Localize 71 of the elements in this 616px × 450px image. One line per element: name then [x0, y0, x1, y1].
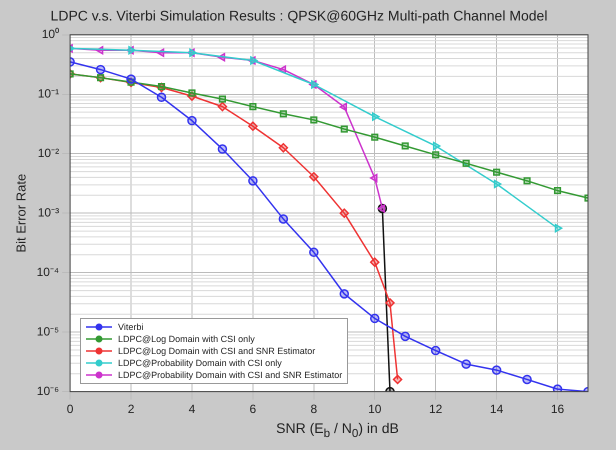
- point: [310, 116, 318, 124]
- x-tick-label: 14: [490, 402, 504, 416]
- point: [370, 174, 378, 182]
- point: [187, 116, 197, 126]
- y-tick-label: 10⁻⁵: [36, 324, 60, 338]
- legend-label: LDPC@Log Domain with CSI and SNR Estimator: [118, 346, 316, 356]
- point: [250, 56, 258, 65]
- y-tick-label: 10⁻¹: [38, 86, 60, 101]
- point: [249, 103, 256, 110]
- point: [128, 46, 136, 54]
- point: [554, 187, 562, 194]
- legend-label: Viterbi: [118, 322, 144, 332]
- point: [311, 80, 319, 89]
- point: [494, 180, 502, 188]
- legend-label: LDPC@Probability Domain with CSI and SNR Estimator: [118, 370, 342, 380]
- point: [340, 289, 350, 299]
- point: [370, 314, 380, 324]
- point: [218, 102, 228, 112]
- point: [96, 64, 106, 74]
- point: [309, 248, 319, 258]
- point: [156, 92, 166, 102]
- point: [432, 142, 440, 150]
- x-tick-label: 8: [310, 402, 318, 416]
- point: [552, 384, 562, 392]
- point: [218, 144, 228, 154]
- legend-label: LDPC@Probability Domain with CSI only: [118, 358, 282, 368]
- y-tick-label: 10⁻⁶: [36, 384, 60, 398]
- point: [188, 89, 196, 97]
- point: [430, 346, 440, 356]
- point: [392, 374, 402, 384]
- y-axis-title: Bit Error Rate: [13, 174, 28, 253]
- y-tick-label: 10⁻³: [38, 206, 60, 220]
- point: [371, 134, 378, 141]
- x-tick-label: 16: [550, 402, 565, 416]
- point: [554, 224, 562, 232]
- point: [189, 48, 197, 57]
- point: [340, 102, 348, 112]
- x-tick-label: 4: [188, 402, 196, 416]
- point: [523, 177, 531, 184]
- y-tick-label: 10⁻²: [38, 146, 60, 160]
- x-tick-label: 6: [250, 402, 257, 416]
- point: [372, 112, 380, 121]
- point: [309, 172, 319, 182]
- point: [248, 176, 258, 186]
- x-tick-label: 2: [128, 402, 135, 416]
- point: [280, 110, 287, 118]
- point: [278, 214, 288, 224]
- point: [278, 143, 288, 153]
- x-tick-label: 10: [368, 402, 382, 416]
- point: [340, 208, 350, 218]
- legend-label: LDPC@Log Domain with CSI only: [118, 334, 255, 344]
- point: [492, 365, 502, 375]
- chart-title: LDPC v.s. Viterbi Simulation Results : QPSK@60GHz Multi-path Channel Model: [50, 7, 548, 24]
- x-axis-title: SNR (E$_{b}$ / N$_{0}$) in dB: [275, 420, 400, 440]
- point: [400, 332, 410, 342]
- x-tick-label: 12: [429, 402, 443, 416]
- point: [340, 125, 348, 133]
- x-tick-label: 0: [66, 402, 74, 416]
- point: [248, 121, 258, 131]
- point: [461, 359, 471, 369]
- point: [402, 142, 409, 150]
- point: [462, 160, 470, 167]
- point: [493, 168, 500, 176]
- point: [522, 374, 532, 384]
- point: [218, 96, 226, 103]
- point: [432, 151, 440, 158]
- point: [370, 257, 380, 267]
- y-tick-label: 10⁻⁴: [36, 264, 60, 279]
- point: [385, 298, 395, 308]
- y-tick-label: 10⁰: [42, 27, 60, 42]
- point: [126, 74, 136, 84]
